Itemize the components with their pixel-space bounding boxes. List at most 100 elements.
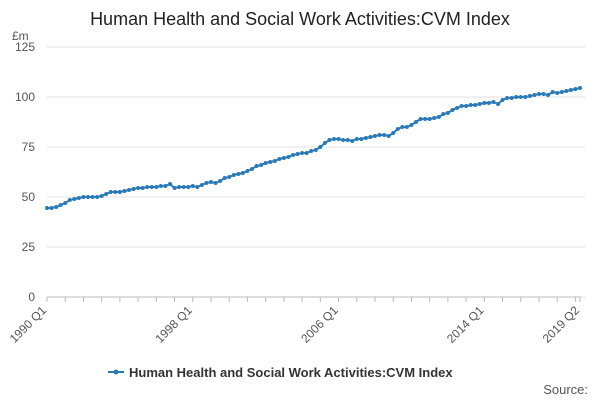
point (409, 123, 414, 127)
point (186, 185, 191, 189)
point (518, 95, 523, 99)
point (573, 87, 578, 91)
point (209, 180, 213, 184)
point (427, 117, 432, 121)
point (532, 93, 537, 97)
point (86, 195, 90, 199)
point (386, 134, 391, 138)
point (222, 176, 227, 180)
point (309, 149, 314, 153)
point (281, 156, 286, 160)
point (291, 153, 295, 157)
point (404, 125, 409, 129)
point (445, 111, 450, 115)
point (459, 104, 464, 108)
point (227, 175, 232, 179)
point (199, 183, 204, 187)
line (47, 87, 581, 209)
point (313, 148, 318, 152)
point (76, 196, 81, 200)
point (95, 195, 100, 199)
point (268, 160, 273, 164)
point (564, 89, 569, 93)
point (505, 96, 510, 100)
x-tick-label: 1998 Q1 (152, 303, 195, 346)
legend-marker (113, 369, 119, 375)
point (113, 190, 118, 194)
point (81, 195, 86, 199)
point (350, 139, 355, 143)
point (72, 197, 77, 201)
point (432, 116, 437, 120)
point (359, 137, 364, 141)
point (236, 172, 241, 176)
point (181, 185, 186, 189)
point (117, 190, 122, 194)
point (213, 181, 218, 185)
point (327, 138, 332, 142)
point (527, 94, 532, 98)
point (354, 137, 359, 141)
point (108, 190, 113, 194)
point (382, 133, 387, 137)
point (464, 104, 469, 108)
y-unit: £m (12, 29, 29, 43)
point (468, 103, 473, 107)
point (145, 185, 150, 189)
point (195, 185, 200, 189)
point (177, 185, 182, 189)
point (345, 138, 350, 142)
point (514, 95, 519, 99)
point (122, 189, 127, 193)
point (418, 117, 423, 121)
point (127, 188, 131, 192)
point (250, 167, 254, 171)
point (140, 186, 145, 190)
point (54, 205, 59, 209)
point (154, 185, 159, 189)
point (541, 92, 546, 96)
point (500, 98, 505, 102)
x-tick-label: 1990 Q1 (7, 303, 50, 346)
point (455, 106, 459, 110)
y-tick-label: 100 (15, 90, 35, 104)
point (90, 195, 95, 199)
y-tick-label: 50 (22, 190, 36, 204)
point (163, 184, 168, 188)
point (436, 115, 441, 119)
point (491, 100, 496, 104)
point (555, 91, 560, 95)
point (423, 117, 428, 121)
point (477, 102, 482, 106)
point (218, 179, 223, 183)
point (245, 169, 250, 173)
source: Source: (543, 382, 588, 397)
point (263, 161, 268, 165)
point (63, 201, 68, 205)
point (486, 101, 491, 105)
point (523, 95, 528, 99)
point (368, 135, 373, 139)
point (240, 171, 245, 175)
point (578, 86, 582, 90)
point (373, 134, 377, 138)
point (332, 137, 336, 141)
point (391, 131, 396, 135)
point (231, 173, 236, 177)
point (450, 108, 455, 112)
point (286, 155, 291, 159)
point (254, 164, 259, 168)
point (259, 163, 264, 167)
point (400, 125, 405, 129)
x-tick-label: 2014 Q1 (444, 303, 487, 346)
y-tick-label: 125 (15, 40, 35, 54)
point (295, 152, 300, 156)
point (272, 159, 277, 163)
point (304, 151, 309, 155)
y-tick-label: 0 (28, 290, 35, 304)
point (322, 141, 327, 145)
point (363, 136, 368, 140)
point (377, 133, 382, 137)
point (473, 103, 478, 107)
point (67, 198, 72, 202)
